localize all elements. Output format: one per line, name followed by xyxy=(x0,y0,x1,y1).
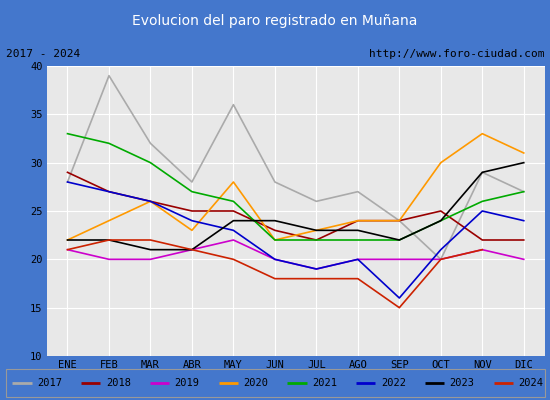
Text: http://www.foro-ciudad.com: http://www.foro-ciudad.com xyxy=(369,49,544,59)
Text: 2024: 2024 xyxy=(518,378,543,388)
Text: 2022: 2022 xyxy=(381,378,406,388)
Text: 2018: 2018 xyxy=(106,378,131,388)
Text: 2021: 2021 xyxy=(312,378,337,388)
Text: 2017: 2017 xyxy=(37,378,62,388)
Text: 2020: 2020 xyxy=(243,378,268,388)
Text: Evolucion del paro registrado en Muñana: Evolucion del paro registrado en Muñana xyxy=(133,14,417,28)
Text: 2023: 2023 xyxy=(450,378,475,388)
Text: 2017 - 2024: 2017 - 2024 xyxy=(6,49,80,59)
Text: 2019: 2019 xyxy=(175,378,200,388)
